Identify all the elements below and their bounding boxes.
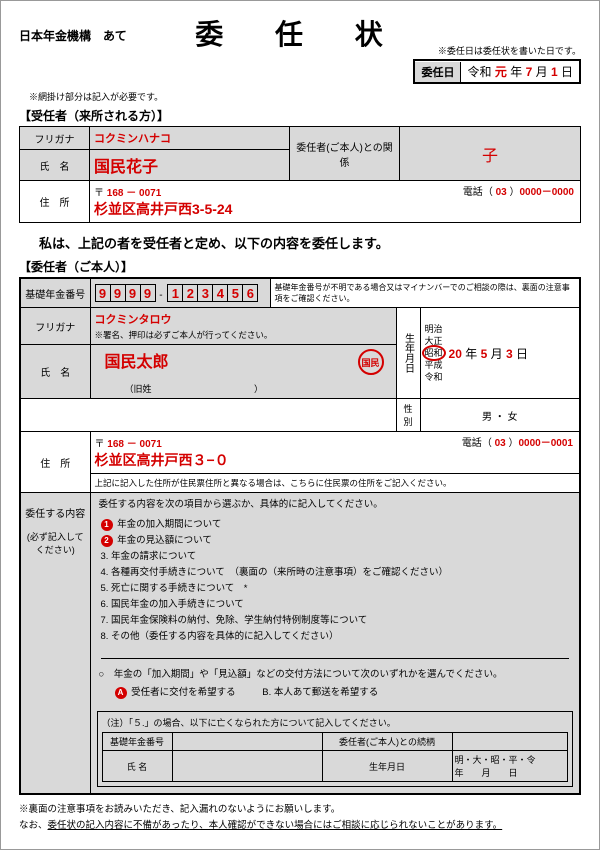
sex-label: 性別 — [396, 399, 420, 432]
content-sublabel: (必ず記入してください) — [25, 530, 86, 556]
furigana-label: フリガナ — [20, 127, 90, 150]
basicnum-note: 基礎年金番号が不明である場合又はマイナンバーでのご相談の際は、裏面の注意事項をご… — [270, 278, 580, 308]
footnote2: なお、委任状の記入内容に不備があったり、本人確認ができない場合にはご相談に応じら… — [19, 817, 581, 831]
inin-name: 国民太郎 — [105, 348, 392, 372]
inin-addr: 杉並区高井戸西３−０ — [95, 450, 576, 470]
delivery-b: B. 本人あて郵送を希望する — [262, 687, 378, 698]
birth-m: 5 — [481, 347, 488, 361]
birth-d: 3 — [506, 347, 513, 361]
junin-addr: 杉並区高井戸西3-5-24 — [94, 199, 576, 219]
basicnum-label: 基礎年金番号 — [20, 278, 90, 308]
oldname-label: （旧姓 — [125, 384, 152, 394]
hatched-note: ※網掛け部分は記入が必要です。 — [29, 90, 581, 103]
d-suf: 日 — [561, 65, 573, 79]
junin-relation: 子 — [400, 127, 581, 181]
birth-label: 生年月日 — [396, 308, 420, 399]
junin-name: 国民花子 — [90, 150, 290, 181]
junin-table: フリガナ コクミンハナコ 委任者(ご本人)との関係 子 氏 名 国民花子 住 所… — [19, 126, 581, 223]
name-label: 氏 名 — [20, 150, 90, 181]
relation-label: 委任者(ご本人)との関係 — [290, 127, 400, 181]
mini-table: 基礎年金番号 委任者(ご本人)との続柄 氏 名 生年月日 明・大・昭・平・令 年… — [102, 732, 569, 782]
inin-phone-area: 03 — [495, 438, 506, 449]
sign-note: ※署名、押印は必ずご本人が行ってください。 — [95, 329, 392, 341]
furigana-label2: フリガナ — [20, 308, 90, 345]
content-intro: 委任する内容を次の項目から選ぶか、具体的に記入してください。 — [99, 497, 574, 513]
birth-y: 20 — [449, 347, 462, 361]
addr-label: 住 所 — [20, 181, 90, 223]
name-label2: 氏 名 — [20, 345, 90, 399]
statement: 私は、上記の者を受任者と定め、以下の内容を委任します。 — [39, 233, 581, 252]
date-box: 委任日 令和 元 年 7 月 1 日 — [413, 59, 581, 84]
mark-a-icon: A — [115, 687, 127, 699]
era-list: 明治大正昭和平成令和 — [425, 323, 443, 383]
note5: （注）「５.」の場合、以下に亡くなられた方について記入してください。 — [102, 716, 569, 729]
items-list: 1 年金の加入期間について2 年金の見込額について3. 年金の請求について4. … — [99, 517, 574, 645]
footnote1: ※裏面の注意事項をお読みいただき、記入漏れのないようにお願いします。 — [19, 801, 581, 815]
y-suf: 年 — [510, 65, 522, 79]
addr-label2: 住 所 — [20, 432, 90, 493]
inin-furigana: コクミンタロウ — [95, 311, 392, 327]
date-era: 令和 — [467, 65, 491, 79]
content-label: 委任する内容 — [25, 505, 86, 520]
section2-label: 【委任者（ご本人）】 — [19, 258, 581, 275]
phone-label: 電話 — [463, 187, 483, 198]
delivery-a: 受任者に交付を希望する — [131, 687, 236, 698]
section1-label: 【受任者（来所される方）】 — [19, 107, 581, 124]
date-note: ※委任日は委任状を書いた日です。 — [438, 44, 581, 57]
date-day: 1 — [551, 65, 558, 79]
m-suf: 月 — [536, 65, 548, 79]
inin-zip: 168 － 0071 — [107, 439, 162, 450]
delivery-q: ○ 年金の「加入期間」や「見込額」などの交付方法について次のいずれかを選んでくだ… — [99, 667, 574, 683]
inin-table: 基礎年金番号 9999 - 123456 基礎年金番号が不明である場合又はマイナ… — [19, 277, 581, 795]
junin-phone-area: 03 — [496, 187, 507, 198]
basic-number: 9999 - 123456 — [95, 290, 258, 301]
junin-zip: 168 － 0071 — [107, 188, 162, 199]
junin-furigana: コクミンハナコ — [90, 127, 290, 150]
date-label: 委任日 — [415, 62, 461, 82]
seal: 国民 — [358, 349, 384, 375]
junin-phone: 0000－0000 — [520, 187, 575, 198]
sex-opts: 男 ・ 女 — [420, 399, 580, 432]
inin-phone: 0000－0001 — [519, 438, 574, 449]
death-subbox: （注）「５.」の場合、以下に亡くなられた方について記入してください。 基礎年金番… — [97, 711, 574, 787]
zip-prefix: 〒 — [94, 188, 104, 199]
date-month: 7 — [526, 65, 533, 79]
inin-addr-note: 上記に記入した住所が住民票住所と異なる場合は、こちらに住民票の住所をご記入くださ… — [90, 474, 580, 493]
date-gannen: 元 — [495, 65, 507, 79]
